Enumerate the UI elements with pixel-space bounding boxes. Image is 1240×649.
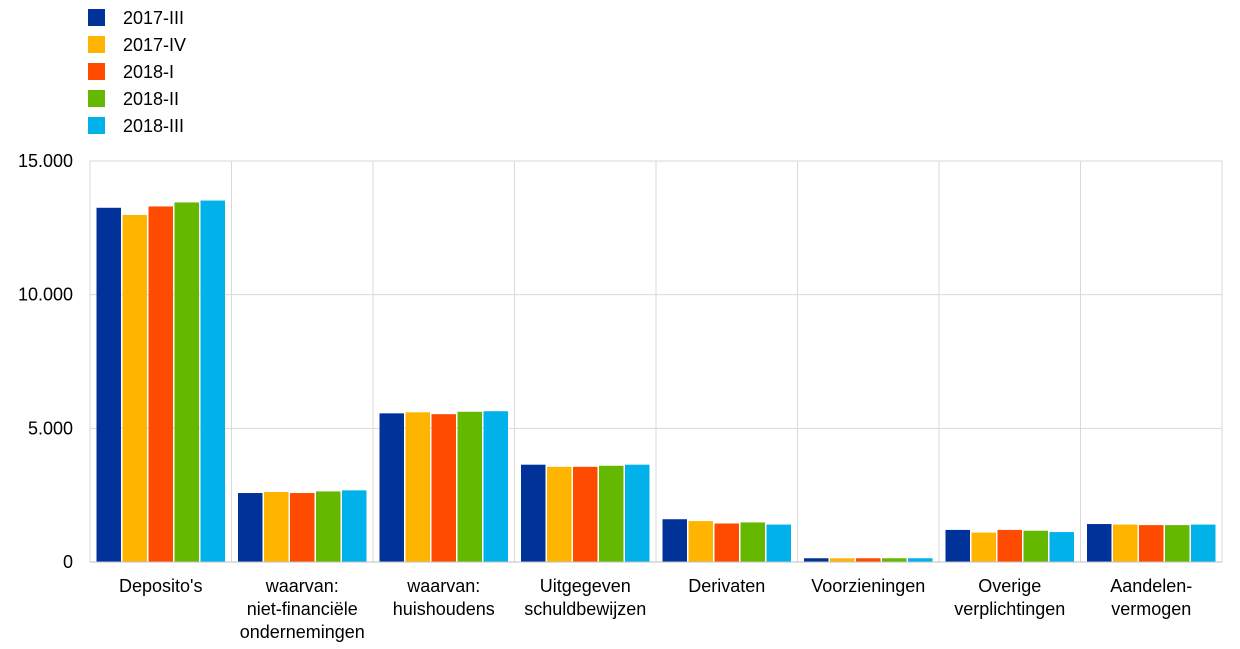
bar	[945, 529, 970, 562]
bar	[1113, 524, 1138, 562]
x-category-label-line: Overige	[978, 576, 1041, 596]
x-category-label-line: waarvan:	[265, 576, 339, 596]
bar	[457, 411, 482, 562]
bar	[174, 202, 199, 563]
bar	[200, 200, 225, 562]
bar	[1087, 524, 1112, 562]
x-category-label-line: Aandelen-	[1110, 576, 1192, 596]
bar	[1165, 525, 1190, 562]
bar	[625, 464, 650, 562]
bar	[573, 466, 598, 562]
x-category-label-line: vermogen	[1111, 599, 1191, 619]
x-category-label-line: verplichtingen	[954, 599, 1065, 619]
x-category-label-line: ondernemingen	[240, 622, 365, 642]
bar	[688, 521, 713, 562]
legend-item: 2018-I	[88, 58, 186, 85]
legend-swatch	[88, 117, 105, 134]
x-category-label: Uitgegeven schuldbewijzen	[524, 576, 646, 619]
x-category-label: Deposito's	[119, 576, 202, 596]
chart-legend: 2017-III 2017-IV 2018-I 2018-II 2018-III	[88, 4, 186, 139]
bar	[521, 464, 546, 562]
legend-label: 2018-II	[123, 88, 180, 109]
bar	[290, 493, 315, 562]
legend-label: 2017-IV	[123, 34, 187, 55]
x-category-label-line: Voorzieningen	[811, 576, 925, 596]
bar	[908, 558, 933, 562]
bar	[1049, 532, 1074, 562]
bar	[599, 465, 624, 562]
y-tick-label: 10.000	[18, 285, 73, 305]
x-category-label-line: waarvan:	[406, 576, 480, 596]
bar	[96, 207, 121, 563]
legend-swatch	[88, 9, 105, 26]
bar	[997, 529, 1022, 562]
bar	[662, 519, 687, 562]
x-category-label: Aandelen-vermogen	[1110, 576, 1192, 619]
legend-item: 2017-III	[88, 4, 186, 31]
bar	[856, 558, 881, 562]
bar	[379, 413, 404, 562]
bar	[714, 523, 739, 562]
legend-swatch	[88, 63, 105, 80]
x-category-label: Voorzieningen	[811, 576, 925, 596]
x-category-label-line: Deposito's	[119, 576, 202, 596]
bar	[122, 215, 147, 562]
bar	[547, 466, 572, 562]
x-category-label-line: schuldbewijzen	[524, 599, 646, 619]
legend-label: 2018-III	[123, 115, 185, 136]
x-category-label-line: niet-financiële	[247, 599, 358, 619]
bar	[148, 206, 173, 563]
bar	[882, 558, 907, 562]
y-tick-label: 0	[63, 552, 73, 572]
bar	[804, 558, 829, 562]
bar	[971, 532, 996, 562]
bar	[1023, 530, 1048, 562]
bar	[405, 412, 430, 562]
x-category-label: waarvan: niet-financiële ondernemingen	[240, 576, 365, 642]
bar	[264, 491, 289, 562]
x-category-label-line: huishoudens	[393, 599, 495, 619]
y-tick-label: 15.000	[18, 151, 73, 171]
x-category-label-line: Derivaten	[688, 576, 765, 596]
x-category-label: Overige verplichtingen	[954, 576, 1065, 619]
legend-label: 2017-III	[123, 7, 185, 28]
legend-item: 2017-IV	[88, 31, 186, 58]
x-category-label: waarvan: huishoudens	[393, 576, 495, 619]
legend-swatch	[88, 90, 105, 107]
legend-item: 2018-II	[88, 85, 186, 112]
x-category-label: Derivaten	[688, 576, 765, 596]
legend-label: 2018-I	[123, 61, 175, 82]
x-category-label-line: Uitgegeven	[540, 576, 631, 596]
bar	[238, 493, 263, 562]
bar	[830, 558, 855, 562]
bar	[740, 522, 765, 562]
bar	[766, 524, 791, 562]
bar	[483, 411, 508, 562]
bar	[1191, 524, 1216, 562]
bar	[431, 414, 456, 562]
legend-swatch	[88, 36, 105, 53]
bar	[1139, 525, 1164, 562]
bar	[316, 491, 341, 562]
y-tick-label: 5.000	[28, 418, 73, 438]
bar	[342, 490, 367, 562]
legend-item: 2018-III	[88, 112, 186, 139]
